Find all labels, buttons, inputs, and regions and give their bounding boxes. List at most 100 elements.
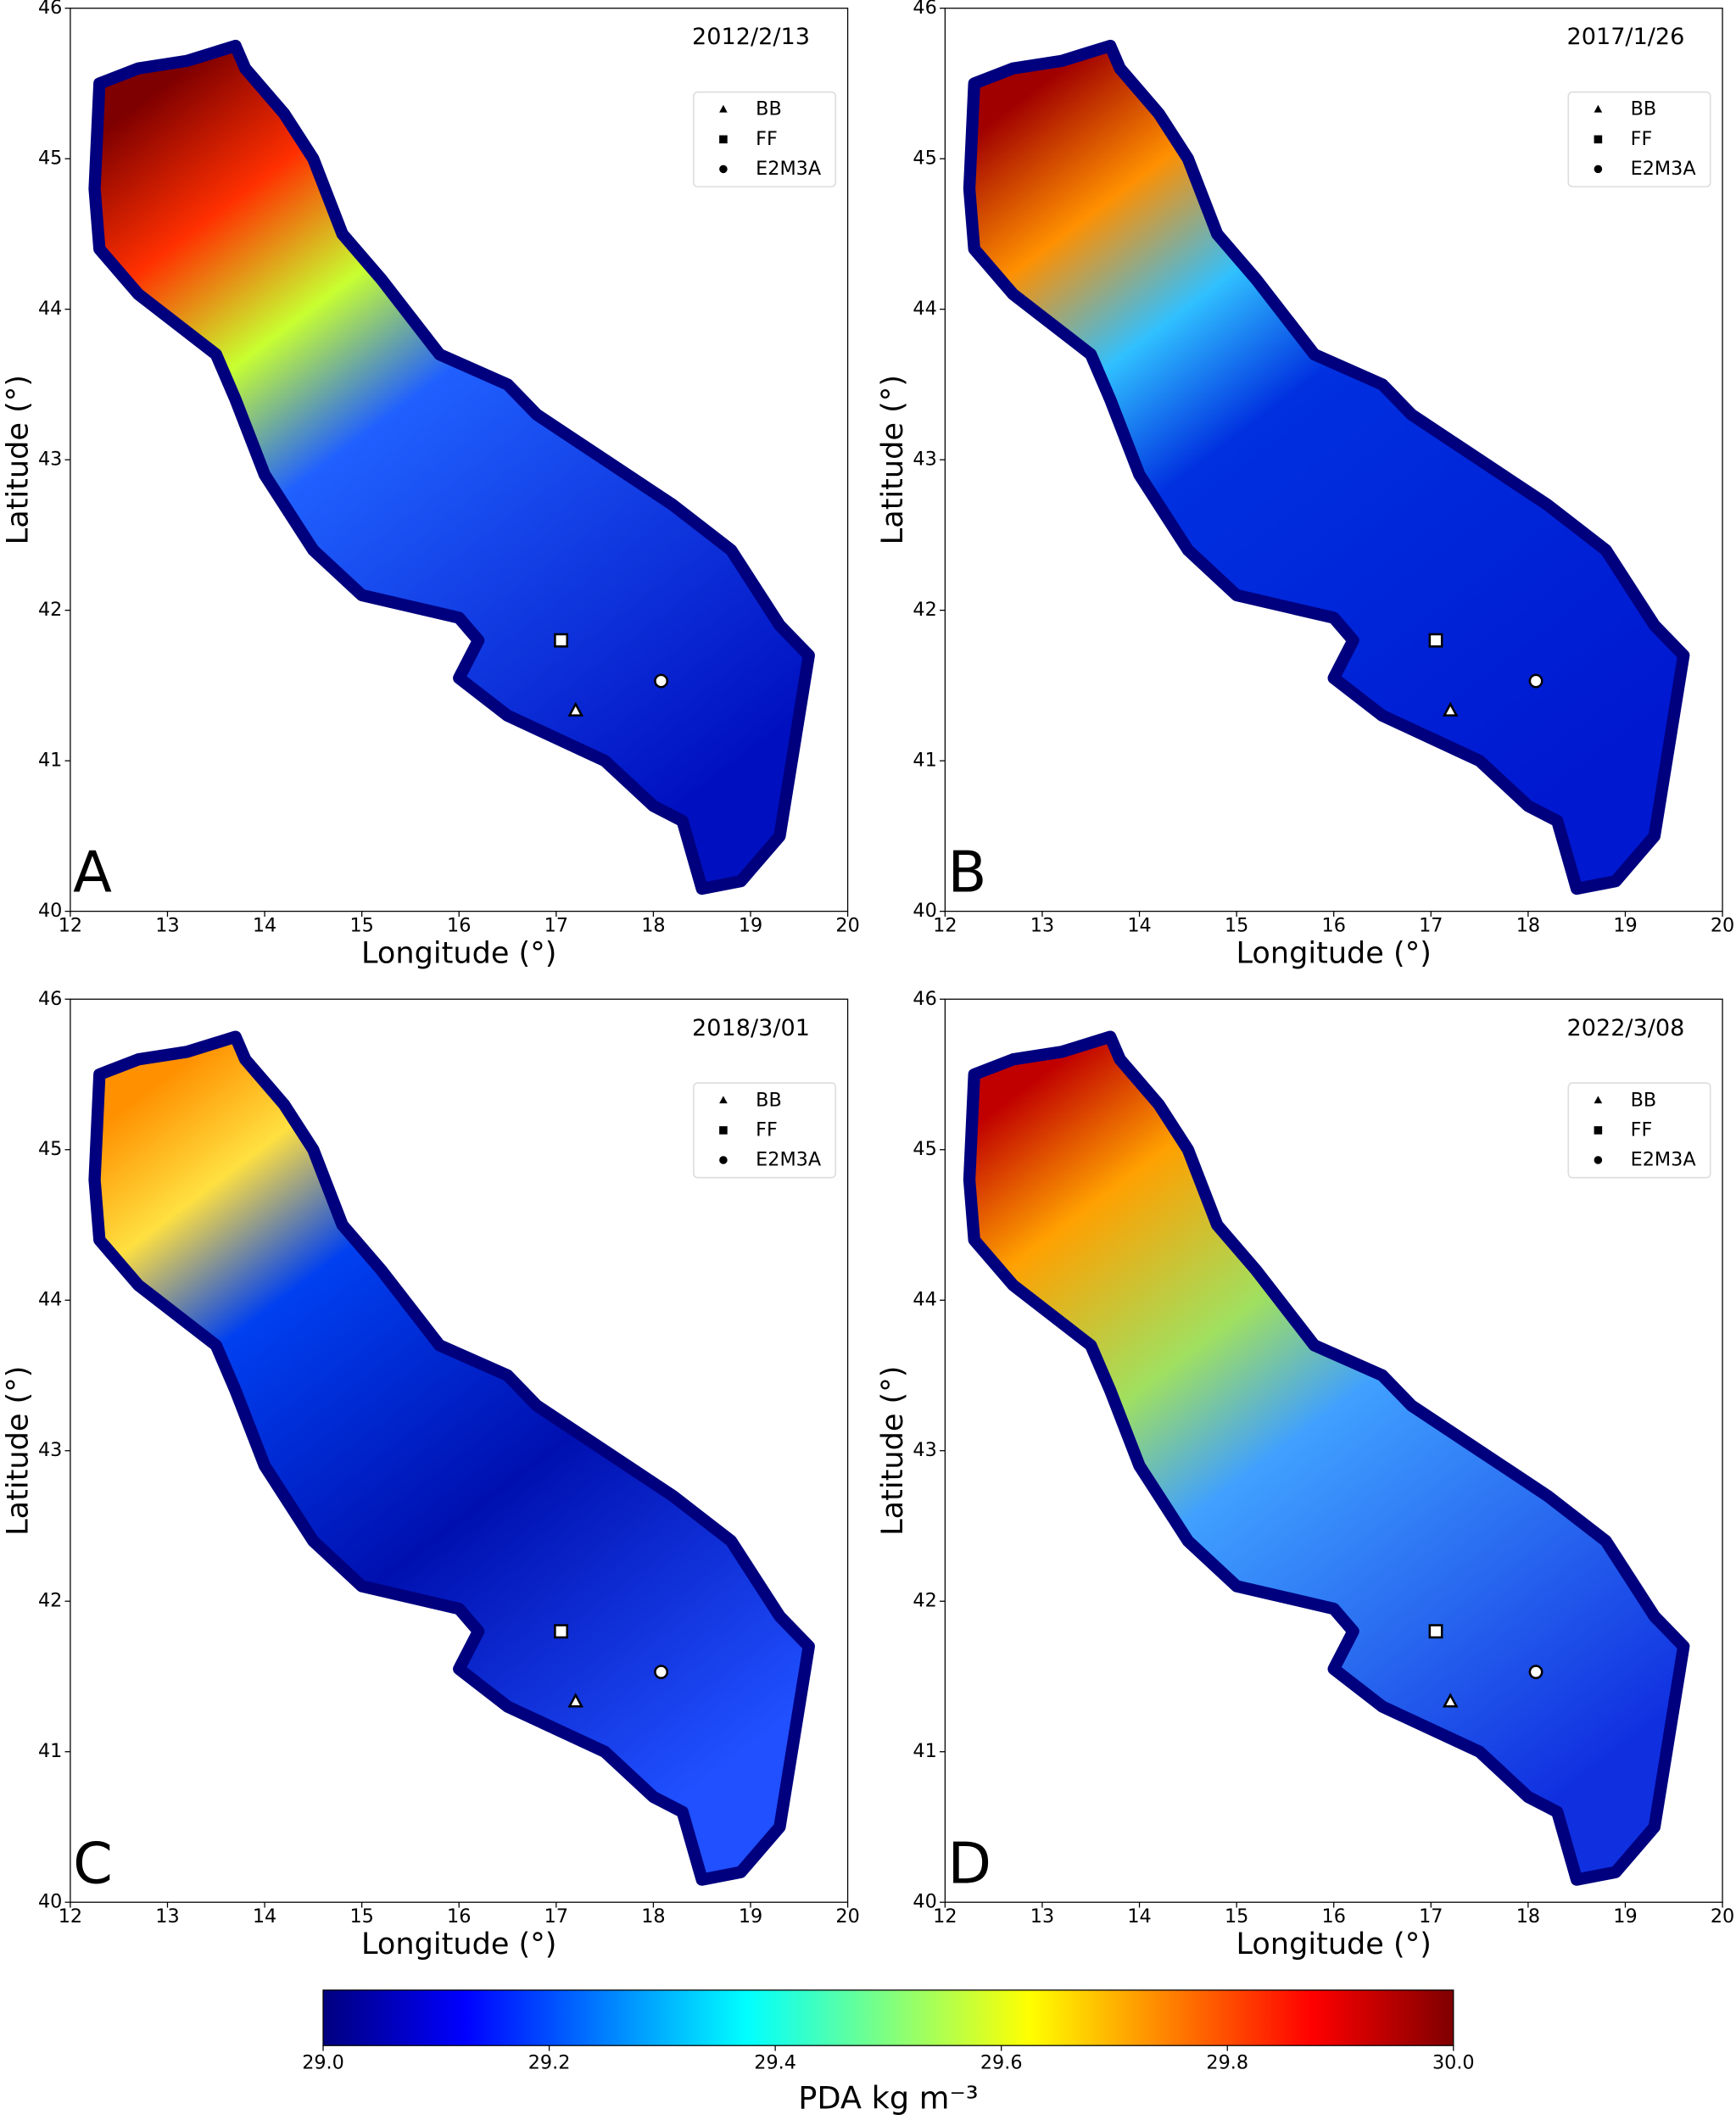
colorbar-tick-label: 29.4 (754, 2051, 796, 2073)
x-tick-label: 16 (1322, 915, 1346, 937)
station-marker (654, 673, 669, 689)
x-tick-label: 15 (349, 1905, 373, 1928)
legend-marker (719, 135, 728, 144)
x-tick-label: 19 (739, 1905, 762, 1928)
x-tick-label: 14 (253, 915, 276, 937)
legend-marker (1594, 135, 1603, 144)
station-marker (654, 1665, 669, 1680)
density-field (963, 39, 1690, 895)
y-tick-label: 41 (38, 1740, 62, 1762)
legend-label: BB (1631, 98, 1657, 120)
y-tick-label: 40 (913, 1891, 936, 1913)
y-tick-label: 43 (913, 449, 936, 471)
station-marker (567, 701, 584, 717)
y-tick-label: 44 (913, 1289, 936, 1311)
x-tick-label: 17 (1419, 915, 1443, 937)
legend-marker (719, 104, 728, 113)
x-axis-label: Longitude (°) (361, 936, 556, 971)
x-tick-label: 12 (933, 1905, 957, 1928)
legend-box (1567, 91, 1711, 187)
y-tick-label: 42 (38, 599, 62, 621)
station-marker (1428, 633, 1443, 648)
station-marker (567, 1693, 584, 1708)
x-tick-label: 16 (447, 915, 471, 937)
legend-label: FF (1631, 1119, 1653, 1141)
y-axis-label: Latitude (°) (0, 1366, 35, 1536)
x-tick-label: 18 (641, 1905, 665, 1928)
legend-label: FF (1631, 128, 1653, 150)
x-tick-label: 13 (1030, 1905, 1054, 1928)
station-marker (554, 633, 569, 648)
x-tick-label: 17 (1419, 1905, 1443, 1928)
y-tick-label: 41 (913, 1740, 936, 1762)
x-tick-label: 18 (1516, 1905, 1540, 1928)
colorbar-tick-label: 30.0 (1432, 2051, 1475, 2073)
y-tick-label: 44 (38, 298, 62, 320)
y-tick-label: 44 (913, 298, 936, 320)
x-tick-label: 14 (1127, 915, 1151, 937)
legend-box (693, 1082, 837, 1179)
y-tick-label: 46 (913, 0, 936, 19)
x-tick-label: 18 (641, 915, 665, 937)
station-marker (1442, 1693, 1459, 1708)
x-tick-label: 13 (155, 1905, 179, 1928)
x-tick-label: 19 (1613, 915, 1637, 937)
legend-label: FF (756, 1119, 778, 1141)
density-field (88, 39, 815, 895)
colorbar-tick-label: 29.0 (302, 2051, 344, 2073)
x-tick-label: 12 (59, 1905, 82, 1928)
x-tick-label: 17 (544, 915, 568, 937)
legend-marker (719, 1126, 728, 1135)
y-tick-label: 45 (913, 148, 936, 170)
y-tick-label: 40 (38, 900, 62, 922)
x-tick-label: 13 (155, 915, 179, 937)
legend-marker (1594, 1156, 1603, 1164)
x-tick-label: 20 (835, 915, 859, 937)
station-marker (1428, 1624, 1443, 1639)
station-marker (1442, 701, 1459, 717)
y-axis-label: Latitude (°) (875, 1366, 910, 1536)
legend-label: E2M3A (756, 1148, 822, 1170)
y-tick-label: 45 (38, 1138, 62, 1160)
y-tick-label: 41 (38, 750, 62, 772)
x-tick-label: 13 (1030, 915, 1054, 937)
x-tick-label: 16 (447, 1905, 471, 1928)
panel-letter: B (948, 840, 987, 906)
legend-marker (719, 165, 728, 174)
legend-label: BB (756, 98, 782, 120)
panel-date: 2018/3/01 (692, 1015, 810, 1041)
legend-marker (1594, 1096, 1603, 1104)
legend-marker (719, 1096, 728, 1104)
x-tick-label: 19 (1613, 1905, 1637, 1928)
legend-marker (1594, 165, 1603, 174)
legend-marker (719, 1156, 728, 1164)
x-tick-label: 19 (739, 915, 762, 937)
x-axis-label: Longitude (°) (1236, 936, 1431, 971)
x-tick-label: 15 (1225, 1905, 1248, 1928)
x-tick-label: 12 (59, 915, 82, 937)
x-tick-label: 14 (1127, 1905, 1151, 1928)
legend-label: E2M3A (1631, 1148, 1697, 1170)
y-axis-label: Latitude (°) (0, 375, 35, 544)
colorbar-tick-label: 29.6 (980, 2051, 1023, 2073)
x-tick-label: 14 (253, 1905, 276, 1928)
y-tick-label: 42 (913, 599, 936, 621)
colorbar-tick-label: 29.8 (1206, 2051, 1248, 2073)
panel-date: 2012/2/13 (692, 24, 810, 50)
panel-date: 2022/3/08 (1566, 1015, 1684, 1041)
panel-letter: D (948, 1830, 992, 1896)
x-tick-label: 18 (1516, 915, 1540, 937)
panel-date: 2017/1/26 (1566, 24, 1684, 50)
x-tick-label: 15 (349, 915, 373, 937)
colorbar (322, 1989, 1454, 2046)
panel-letter: A (73, 840, 112, 906)
station-marker (1528, 1665, 1543, 1680)
x-tick-label: 16 (1322, 1905, 1346, 1928)
y-tick-label: 45 (913, 1138, 936, 1160)
y-tick-label: 40 (38, 1891, 62, 1913)
legend-label: E2M3A (756, 158, 822, 180)
y-tick-label: 43 (913, 1439, 936, 1461)
y-tick-label: 46 (38, 988, 62, 1010)
y-tick-label: 46 (913, 988, 936, 1010)
